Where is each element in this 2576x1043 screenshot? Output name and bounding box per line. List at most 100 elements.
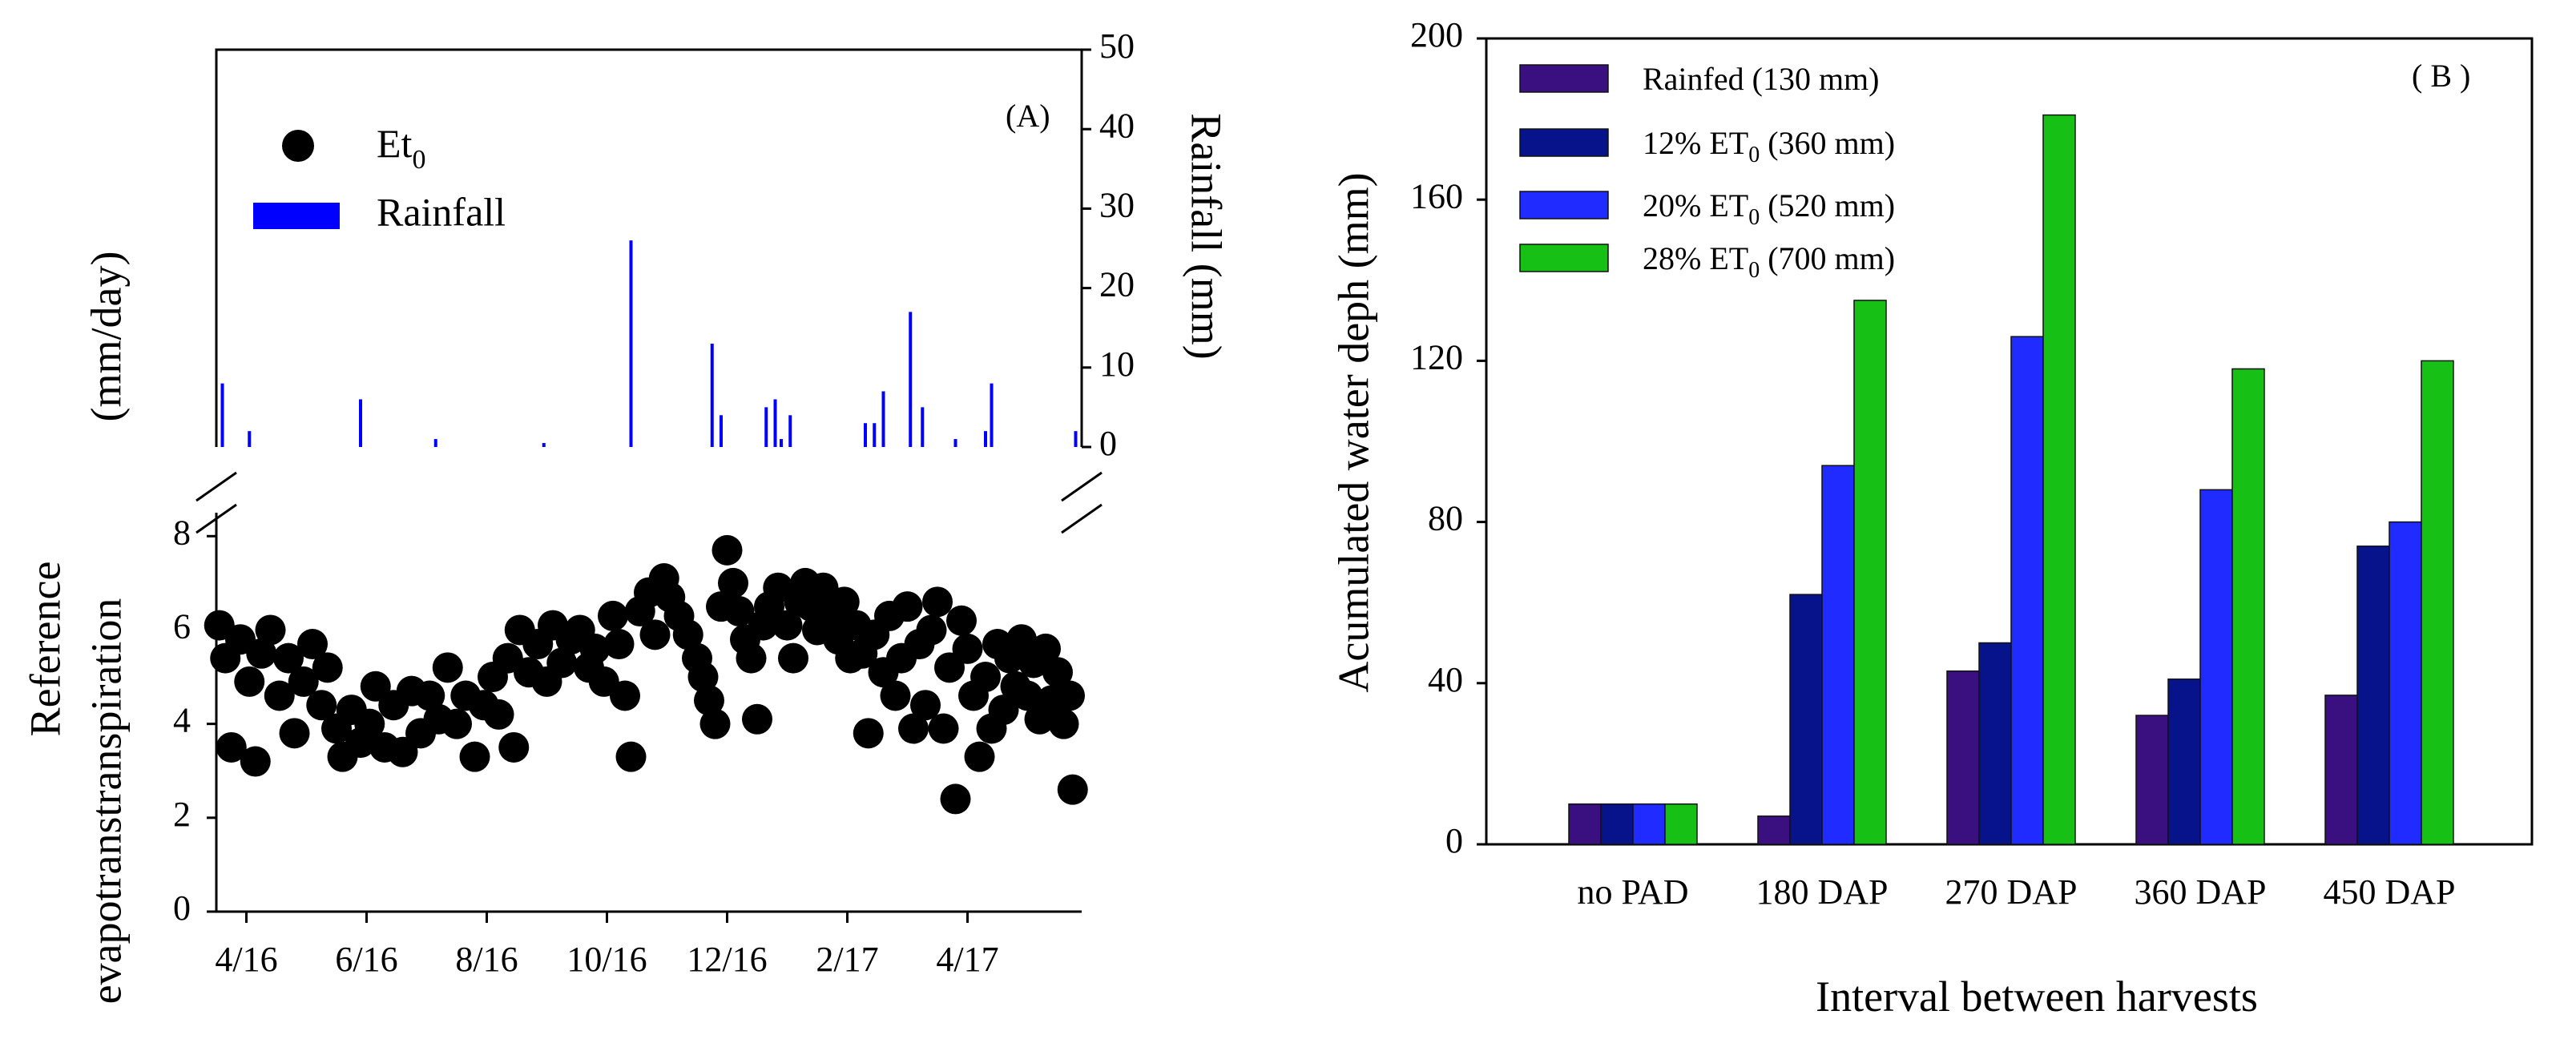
panel-a-x-tick-label: 10/16 bbox=[566, 940, 647, 979]
et0-point bbox=[952, 633, 983, 664]
axis-break-left-top bbox=[196, 471, 237, 502]
panel-b-y-ticks: 0 40 80 120 160 200 bbox=[1410, 15, 1486, 860]
water-depth-bars bbox=[1568, 114, 2454, 845]
et0-point bbox=[699, 708, 731, 739]
panel-b-y-tick-label: 160 bbox=[1410, 176, 1463, 215]
legend-swatch bbox=[1519, 64, 1609, 93]
et0-point bbox=[297, 629, 328, 660]
water-depth-bar bbox=[1568, 803, 1602, 845]
et0-point bbox=[387, 736, 418, 767]
panel-b-category-label: 270 DAP bbox=[1945, 872, 2077, 912]
legend-rainfall-label: Rainfall bbox=[377, 189, 506, 234]
water-depth-bar bbox=[1664, 803, 1698, 845]
water-depth-bar bbox=[2389, 521, 2422, 845]
water-depth-bar bbox=[2135, 715, 2169, 845]
rainfall-plot-frame bbox=[215, 48, 1083, 447]
et0-point bbox=[255, 614, 286, 646]
water-depth-bar bbox=[1853, 300, 1887, 845]
et0-point bbox=[718, 567, 748, 598]
legend-et0-marker bbox=[282, 130, 314, 162]
et0-point bbox=[546, 647, 578, 679]
et0-axis-title-units: (mm/day) bbox=[82, 252, 130, 422]
legend-swatch bbox=[1519, 128, 1609, 157]
et0-point bbox=[273, 642, 304, 674]
et0-point bbox=[736, 642, 767, 674]
et0-point bbox=[240, 746, 271, 777]
et0-axis-title-line2: evapotranstranspiration bbox=[82, 598, 130, 1005]
water-depth-bar bbox=[1789, 594, 1823, 845]
et0-point bbox=[970, 662, 1001, 693]
legend-label-text: (520 mm) bbox=[1760, 187, 1895, 224]
panel-a-tag: (A) bbox=[1006, 98, 1050, 134]
et0-point bbox=[306, 690, 337, 721]
et0-points bbox=[204, 534, 1088, 815]
panel-b-tag: ( B ) bbox=[2412, 58, 2470, 94]
panel-b: 0 40 80 120 160 200 no PAD 180 DAP 270 DAP 360 D… bbox=[1329, 15, 2534, 1021]
et0-point bbox=[853, 718, 884, 749]
et0-point bbox=[694, 685, 724, 716]
legend-et0-label: Et0 bbox=[377, 121, 425, 175]
et0-point bbox=[579, 633, 611, 664]
panel-a-x-tick-label: 4/16 bbox=[215, 940, 277, 979]
et0-point bbox=[264, 680, 295, 711]
legend-label: 12% ET0 (360 mm) bbox=[1643, 125, 1895, 167]
et0-point bbox=[772, 610, 803, 641]
legend-label-subscript: 0 bbox=[1748, 143, 1760, 167]
panel-b-y-tick-label: 120 bbox=[1410, 337, 1463, 377]
water-depth-bar bbox=[2324, 695, 2358, 845]
water-depth-bar bbox=[2356, 546, 2390, 845]
et0-point bbox=[724, 596, 755, 627]
et0-point bbox=[1030, 633, 1061, 664]
panel-a-x-tick-label: 8/16 bbox=[455, 940, 518, 979]
et0-point bbox=[483, 699, 514, 730]
et0-y-tick-label: 0 bbox=[173, 888, 191, 928]
panel-a-x-tick-label: 2/17 bbox=[816, 940, 878, 979]
panel-a-x-tick-label: 12/16 bbox=[687, 940, 767, 979]
et0-point bbox=[712, 534, 743, 566]
et0-point bbox=[312, 652, 343, 683]
water-depth-bar bbox=[2010, 336, 2044, 845]
et0-point bbox=[598, 600, 628, 631]
rainfall-y-tick-label: 0 bbox=[1099, 424, 1117, 463]
et0-y-tick-label: 6 bbox=[173, 607, 191, 646]
water-depth-bar bbox=[2231, 368, 2265, 845]
et0-point bbox=[498, 731, 530, 763]
legend-label-text: Rainfed (130 mm) bbox=[1643, 61, 1880, 97]
panel-b-y-tick-label: 80 bbox=[1428, 499, 1463, 538]
water-depth-bar bbox=[1978, 642, 2012, 845]
axis-break-right-top bbox=[1061, 471, 1103, 502]
legend-swatch bbox=[1519, 191, 1609, 219]
axis-break-right-bottom bbox=[1061, 503, 1103, 534]
panel-b-y-tick-label: 40 bbox=[1428, 660, 1463, 699]
et0-point bbox=[414, 680, 445, 711]
et0-point bbox=[672, 619, 703, 650]
legend-label-text: 12% ET bbox=[1643, 125, 1748, 161]
panel-b-legend: Rainfed (130 mm)12% ET0 (360 mm)20% ET0 … bbox=[1519, 61, 1895, 283]
et0-point bbox=[988, 695, 1019, 726]
water-depth-bar bbox=[1600, 803, 1634, 845]
et0-point bbox=[354, 708, 385, 739]
et0-point bbox=[916, 614, 947, 646]
panel-b-y-tick-label: 200 bbox=[1410, 15, 1463, 54]
panel-b-category-label: 450 DAP bbox=[2323, 872, 2455, 912]
et0-y-ticks: 0 2 4 6 8 bbox=[173, 513, 216, 928]
et0-point bbox=[742, 703, 772, 735]
et0-point bbox=[234, 666, 265, 697]
legend-label-subscript: 0 bbox=[1748, 258, 1760, 283]
water-depth-bar bbox=[1632, 803, 1666, 845]
et0-point bbox=[928, 713, 959, 744]
water-depth-bar bbox=[1821, 465, 1855, 845]
rainfall-y-tick-label: 30 bbox=[1099, 185, 1135, 224]
et0-point bbox=[687, 662, 719, 693]
et0-point bbox=[946, 605, 977, 636]
panel-a: 0 2 4 6 8 0 10 20 30 40 50 4/16 6/16 8/16 10/16 12/16… bbox=[21, 26, 1230, 1004]
et0-point bbox=[898, 713, 929, 744]
rainfall-y-tick-label: 50 bbox=[1099, 26, 1135, 66]
et0-point bbox=[828, 586, 860, 618]
legend-label-subscript: 0 bbox=[1748, 205, 1760, 230]
et0-point bbox=[1057, 774, 1088, 805]
et0-point bbox=[610, 680, 640, 711]
et0-y-tick-label: 2 bbox=[173, 795, 191, 834]
panel-b-y-axis-title: Acumulated water deph (mm) bbox=[1329, 172, 1377, 692]
